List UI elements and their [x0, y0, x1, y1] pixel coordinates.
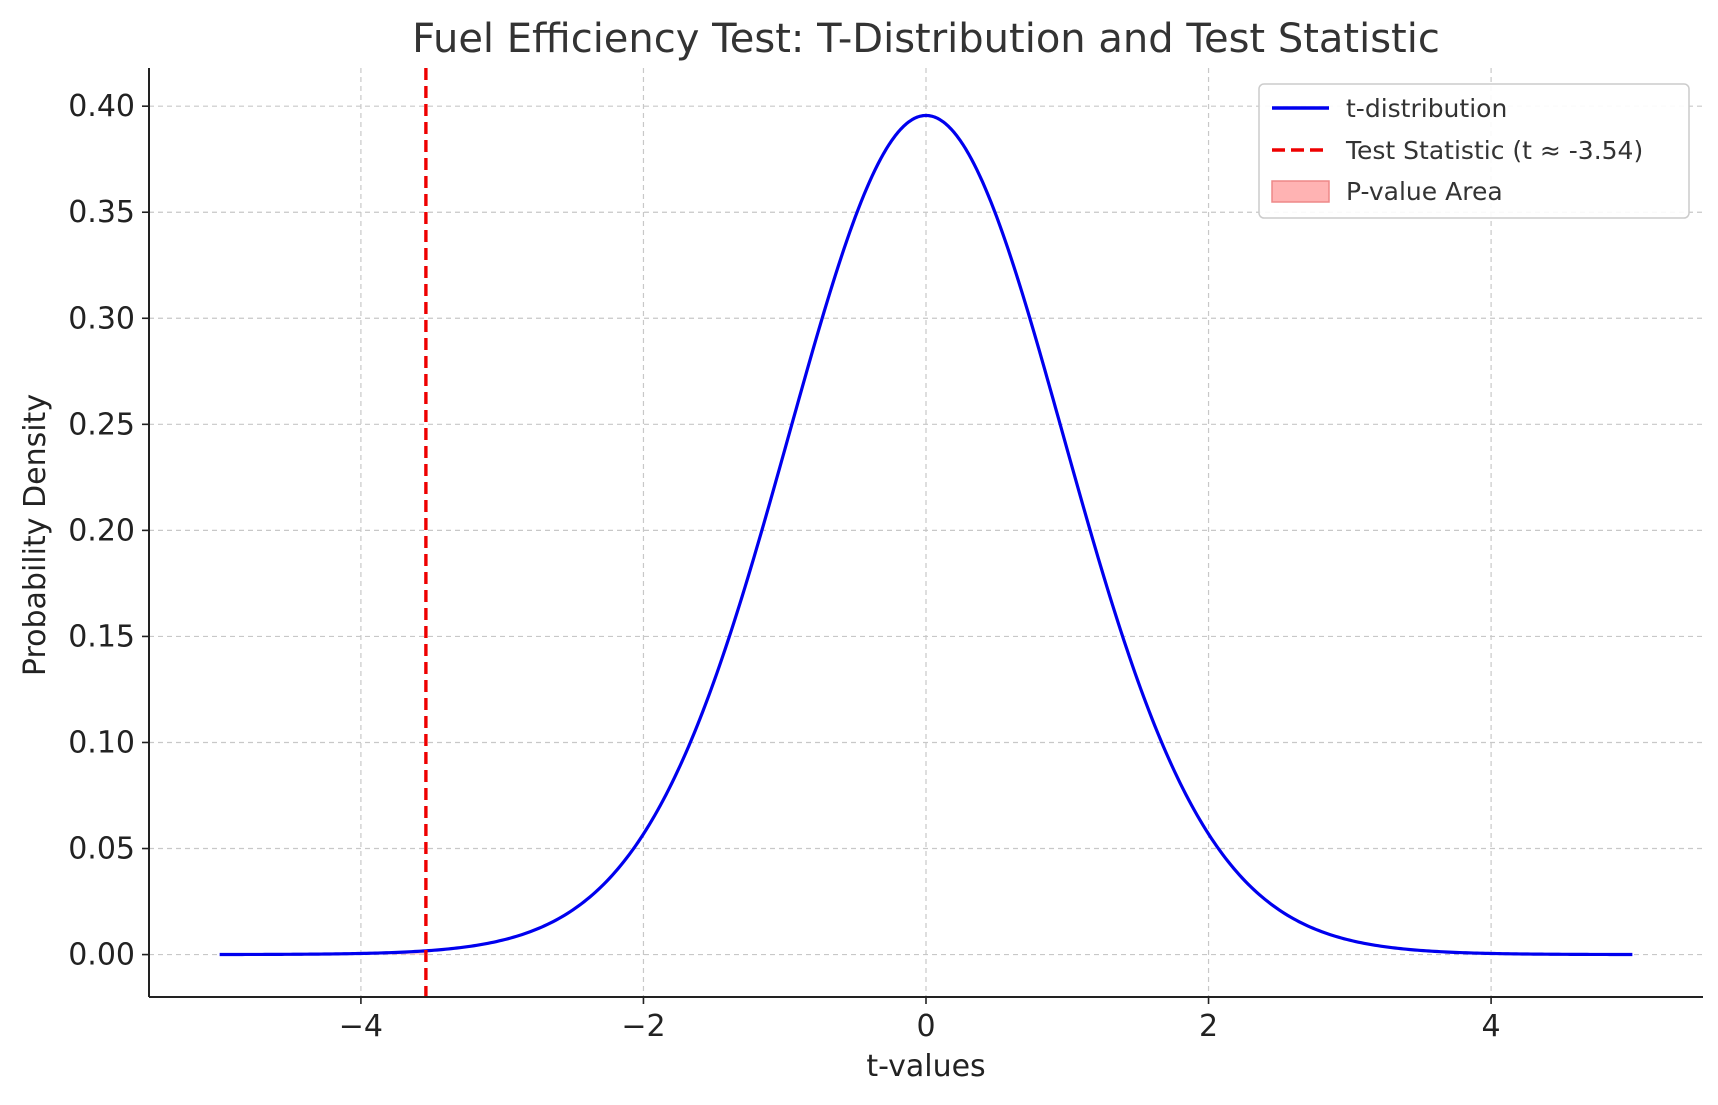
y-tick-label: 0.40 [68, 89, 135, 124]
x-tick-label: 4 [1482, 1009, 1501, 1044]
y-tick-label: 0.10 [68, 725, 135, 760]
y-tick-label: 0.05 [68, 832, 135, 867]
y-tick-label: 0.15 [68, 619, 135, 654]
x-tick-label: 0 [916, 1009, 935, 1044]
y-tick-label: 0.30 [68, 301, 135, 336]
grid [149, 68, 1703, 997]
legend-label-test-statistic: Test Statistic (t ≈ -3.54) [1345, 136, 1643, 165]
x-tick-label: −4 [339, 1009, 383, 1044]
x-axis-label: t-values [866, 1049, 985, 1084]
series-layer [219, 68, 1633, 997]
legend-marker-p-value-area [1271, 180, 1330, 203]
y-tick-label: 0.00 [68, 938, 135, 973]
chart-title: Fuel Efficiency Test: T-Distribution and… [412, 16, 1440, 62]
y-tick-label: 0.35 [68, 195, 135, 230]
legend-frame [1258, 83, 1690, 219]
x-tick-label: −2 [621, 1009, 665, 1044]
y-tick-label: 0.20 [68, 513, 135, 548]
x-tick-label: 2 [1199, 1009, 1218, 1044]
t-distribution-line [219, 113, 1633, 957]
ticks: −4 −2 0 2 4 0.00 0.05 0.10 0.15 0.20 0.25 0.30 0.35 0… [68, 89, 1500, 1044]
y-tick-label: 0.25 [68, 407, 135, 442]
y-axis-label: Probability Density [18, 394, 53, 676]
legend-label-p-value-area: P-value Area [1346, 177, 1503, 206]
legend-label-t-distribution: t-distribution [1346, 94, 1507, 123]
legend: t-distribution Test Statistic (t ≈ -3.54… [1258, 83, 1690, 219]
